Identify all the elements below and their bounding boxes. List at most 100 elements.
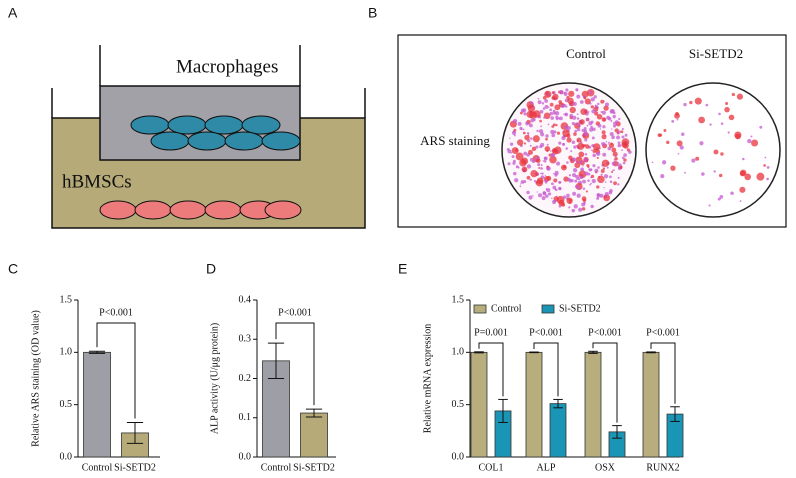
spot (617, 130, 621, 134)
spot (577, 123, 581, 127)
spot (751, 139, 759, 147)
spot (528, 123, 533, 128)
spot (536, 156, 540, 160)
spot (526, 132, 530, 135)
spot (586, 124, 589, 127)
spot (736, 93, 743, 100)
spot (604, 102, 610, 107)
spot (576, 128, 581, 132)
spot (532, 135, 540, 143)
spot (581, 196, 587, 202)
spot (583, 96, 587, 100)
spot (586, 117, 590, 121)
spot (572, 191, 577, 196)
error-bar (670, 406, 680, 422)
spot (590, 97, 595, 102)
staining-panel: Control Si-SETD2 ARS staining (397, 34, 787, 228)
spot (535, 145, 539, 149)
spot (698, 116, 706, 124)
spot (599, 193, 604, 198)
spot (694, 97, 702, 105)
spot (552, 185, 557, 190)
y-axis-label: Relative ARS staining (OD value) (30, 310, 41, 447)
spot (549, 108, 553, 112)
spot (573, 204, 578, 209)
y-tick-label: 0.0 (452, 451, 465, 462)
macrophage (130, 115, 170, 135)
spot (544, 174, 546, 177)
spot (613, 121, 617, 126)
spot (608, 142, 615, 149)
spot (618, 117, 621, 121)
spot (547, 93, 550, 96)
spot (596, 185, 600, 189)
spot (592, 149, 597, 153)
spot (556, 195, 558, 198)
spot (689, 100, 693, 105)
spot (587, 111, 590, 113)
spot (554, 170, 559, 175)
legend-swatch (541, 304, 555, 314)
spot (540, 172, 542, 175)
cells (99, 115, 302, 220)
spot (739, 200, 742, 202)
spot (576, 113, 579, 116)
spot (609, 188, 613, 193)
spot (544, 192, 547, 194)
spot (546, 149, 549, 152)
spot (620, 130, 624, 134)
spot (623, 153, 627, 157)
spot (571, 157, 576, 162)
insert-label: Macrophages (176, 56, 278, 77)
spot (556, 131, 561, 135)
panel-label: E (398, 261, 407, 277)
spot (553, 178, 558, 183)
spot (575, 174, 580, 179)
spot (561, 135, 566, 141)
spot (597, 166, 600, 169)
spot (537, 163, 541, 167)
legend-label: Si-SETD2 (559, 303, 601, 314)
spot (613, 111, 616, 115)
spot (601, 130, 606, 135)
spot (568, 155, 573, 160)
spot (549, 102, 554, 107)
significance-bracket (533, 342, 559, 397)
spot (551, 91, 555, 94)
spot (513, 171, 517, 176)
spot (535, 179, 544, 187)
spot (623, 158, 627, 162)
spot (583, 201, 586, 204)
spot (590, 105, 594, 109)
spot (709, 123, 712, 126)
macrophage (167, 115, 207, 135)
spot (511, 130, 517, 136)
spot (614, 154, 617, 157)
spot (681, 132, 685, 136)
spot (558, 141, 562, 145)
spot (575, 122, 578, 125)
spot (511, 155, 515, 159)
spot (609, 180, 613, 184)
spot (601, 117, 607, 122)
p-value: P<0.001 (646, 327, 680, 338)
spot (543, 159, 547, 163)
spot (559, 116, 563, 121)
spot (576, 193, 581, 198)
spot (590, 182, 592, 185)
spot (596, 113, 603, 120)
spot (537, 193, 543, 198)
spot (718, 173, 723, 178)
spot (580, 108, 587, 115)
spot (598, 175, 601, 178)
spot (666, 140, 670, 145)
spot (579, 100, 584, 104)
spot (544, 99, 549, 103)
spot (589, 127, 594, 132)
spot (536, 158, 541, 163)
spot (735, 133, 741, 140)
spot (713, 149, 719, 155)
spot (566, 133, 571, 138)
spot (538, 166, 541, 170)
